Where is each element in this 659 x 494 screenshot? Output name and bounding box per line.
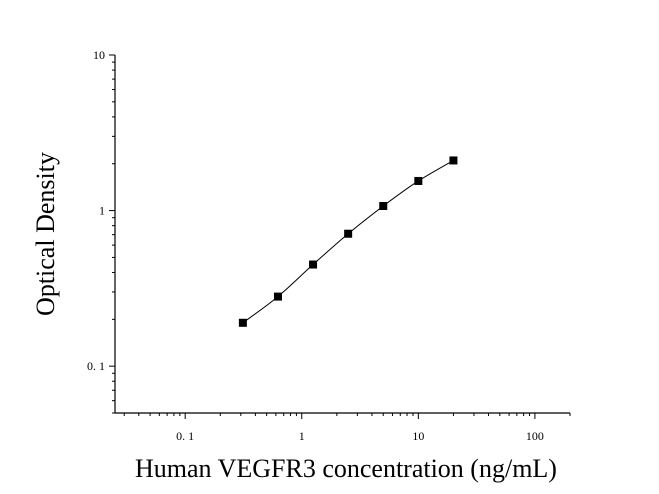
x-tick-label: 0. 1 <box>176 429 194 443</box>
y-tick-label: 1 <box>99 204 105 218</box>
ticks: 0. 1 1 10 100 0. 1 1 10 <box>87 48 571 443</box>
x-tick-label: 1 <box>299 429 305 443</box>
data-point <box>238 318 247 327</box>
x-axis-title: Human VEGFR3 concentration (ng/mL) <box>135 454 557 483</box>
y-axis-title: Optical Density <box>31 152 60 316</box>
data-point <box>273 292 282 301</box>
x-tick-label: 10 <box>412 429 424 443</box>
y-tick-label: 10 <box>93 48 105 62</box>
data-point <box>309 260 318 269</box>
data-series <box>238 156 458 327</box>
data-point <box>449 156 458 165</box>
y-tick-label: 0. 1 <box>87 359 105 373</box>
x-tick-label: 100 <box>526 429 544 443</box>
data-point <box>379 202 388 211</box>
data-point <box>414 176 423 185</box>
data-point <box>344 229 353 238</box>
axes <box>114 55 570 414</box>
